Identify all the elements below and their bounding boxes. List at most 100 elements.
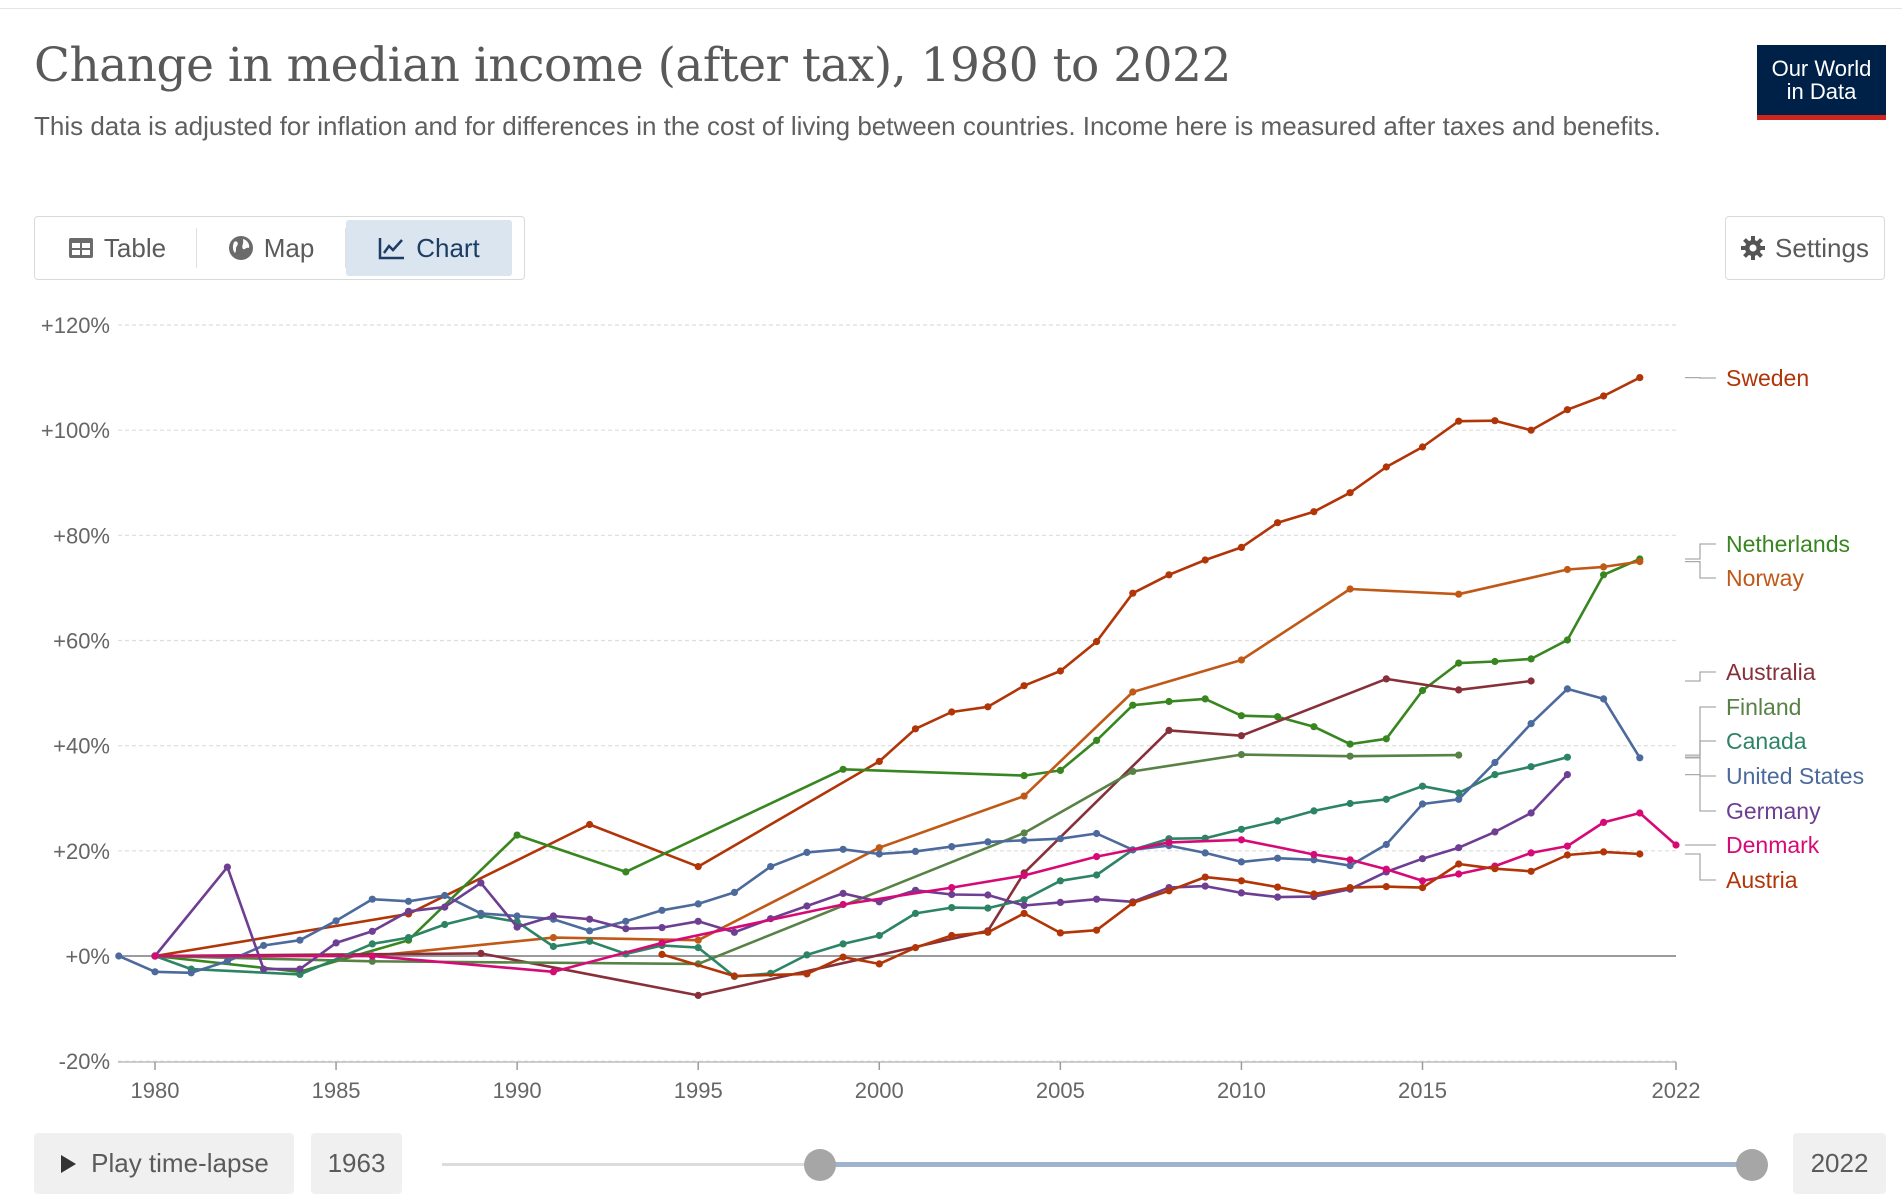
table-icon [68,238,93,258]
data-point [875,850,883,858]
data-point [1310,807,1318,815]
data-point [1672,841,1680,849]
data-point [1418,884,1427,892]
globe-icon [228,236,253,260]
data-point [1563,753,1571,761]
data-point [549,968,558,976]
data-point [1310,856,1318,864]
data-point [1491,758,1499,767]
series-denmark [151,809,1680,976]
data-point [1527,763,1535,771]
legend-item-finland: Finland [1685,694,1801,756]
x-tick-label: 1985 [312,1078,361,1103]
data-point [1418,443,1427,451]
owid-logo[interactable]: Our World in Data [1757,45,1886,120]
data-point [368,895,376,903]
data-point [1418,782,1427,790]
data-point [839,900,847,909]
data-point [1020,792,1028,800]
data-point [694,917,702,925]
data-point [1527,677,1535,685]
legend-connector [1685,706,1716,756]
play-timelapse-button[interactable]: Play time-lapse [34,1133,294,1194]
data-point [1382,675,1390,683]
data-point [803,951,811,959]
data-point [1020,682,1028,690]
series-germany [151,771,1571,973]
data-point [1455,795,1463,803]
data-point [404,934,413,942]
x-tick-label: 2022 [1652,1078,1701,1103]
series-line-austria [661,850,1640,978]
data-point [1455,751,1463,759]
data-point [1382,840,1390,849]
tab-table[interactable]: Table [38,220,196,276]
data-point [767,863,775,871]
data-point [151,968,159,976]
legend-item-denmark: Denmark [1685,832,1820,858]
data-point [948,931,956,940]
data-point [1563,842,1571,850]
data-point [694,944,702,952]
data-point [911,725,920,733]
data-point [839,953,847,961]
data-point [187,969,195,977]
data-point [1093,871,1101,879]
settings-button[interactable]: Settings [1725,216,1885,280]
data-point [1491,828,1499,836]
legend-item-netherlands: Netherlands [1685,531,1850,560]
data-point [1129,688,1137,696]
data-point [1310,890,1318,898]
data-point [1020,772,1028,780]
data-point [404,907,413,915]
end-year-label: 2022 [1810,1148,1869,1178]
end-year-box[interactable]: 2022 [1793,1133,1886,1194]
data-point [1201,556,1209,564]
data-point [296,965,304,973]
data-point [332,917,340,925]
chart-subtitle: This data is adjusted for inflation and … [34,111,1661,141]
data-point [477,879,485,887]
data-point [1237,543,1245,552]
y-tick-label: -20% [59,1049,110,1074]
data-point [1020,909,1028,918]
data-point [1455,590,1463,598]
timeline-start-handle[interactable] [804,1149,836,1181]
data-point [948,884,956,892]
y-tick-label: +0% [65,944,110,969]
data-point [1563,851,1571,859]
tab-map[interactable]: Map [197,220,345,276]
data-point [1056,929,1064,937]
data-point [1346,489,1354,497]
data-point [1527,809,1535,817]
legend-label-austria: Austria [1726,867,1798,893]
data-point [1491,417,1499,425]
data-point [658,950,666,959]
logo-line-2: in Data [1786,79,1857,104]
x-tick-label: 1980 [131,1078,180,1103]
x-tick-label: 2015 [1398,1078,1447,1103]
data-point [1418,800,1427,808]
tab-table-label: Table [103,232,167,263]
data-point [1527,720,1535,728]
data-point [368,927,376,935]
legend-connector [1685,853,1716,881]
tab-chart[interactable]: Chart [346,220,512,276]
data-point [948,843,956,851]
x-tick-label: 1995 [674,1078,723,1103]
series-netherlands [151,555,1644,976]
view-tabs: Table Map Chart [34,216,525,280]
data-point [1056,667,1064,675]
series-line-united-states [118,687,1641,975]
timeline-end-handle[interactable] [1736,1149,1768,1181]
data-point [622,868,630,876]
data-point [694,900,702,908]
y-tick-label: +120% [41,313,110,338]
data-point [1600,848,1608,856]
data-point [1418,877,1427,885]
top-divider [0,8,1902,9]
data-point [1563,565,1571,574]
data-point [1274,854,1282,862]
data-point [1455,686,1463,694]
start-year-box[interactable]: 1963 [311,1133,402,1194]
